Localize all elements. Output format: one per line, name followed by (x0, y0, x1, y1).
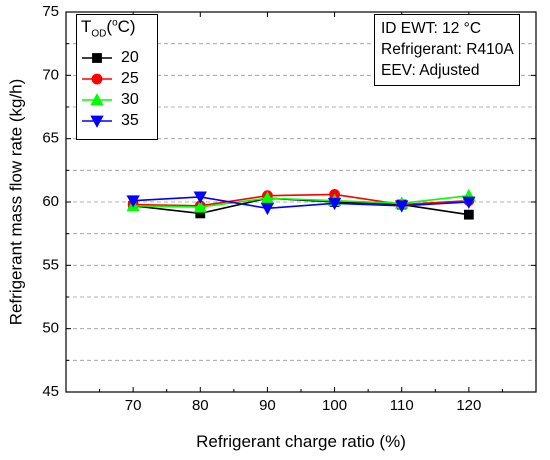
x-axis-label: Refrigerant charge ratio (%) (196, 432, 406, 451)
data-point (193, 200, 207, 213)
legend-marker (91, 73, 103, 85)
data-point (462, 196, 476, 209)
legend-entries: 20 25 30 35 (82, 49, 139, 129)
data-point (126, 195, 140, 208)
data-point (193, 191, 207, 204)
x-tick-label: 90 (259, 397, 276, 414)
series-35 (126, 191, 476, 216)
y-axis-label: Refrigerant mass flow rate (kg/h) (6, 79, 25, 326)
series-layer (126, 188, 476, 220)
legend-entry: 25 (82, 70, 139, 87)
y-tick-label: 45 (42, 383, 59, 400)
y-tick-label: 50 (42, 320, 59, 337)
x-tick-label: 70 (125, 397, 142, 414)
y-tick-label: 60 (42, 193, 59, 210)
x-tick-label: 120 (456, 397, 481, 414)
y-tick-label: 70 (42, 66, 59, 83)
y-tick-label: 75 (42, 3, 59, 20)
y-tick-label: 65 (42, 130, 59, 147)
data-point (395, 200, 409, 213)
legend-label: 20 (121, 49, 139, 66)
data-point (463, 209, 474, 220)
series-line (133, 193, 469, 207)
legend-marker (90, 115, 104, 128)
data-point (260, 202, 275, 216)
legend-label: 25 (121, 70, 139, 87)
x-tick-label: 110 (390, 397, 414, 414)
series-line (133, 196, 469, 210)
conditions-annotation: ID EWT: 12 °C Refrigerant: R410A EEV: Ad… (374, 14, 520, 86)
data-point (327, 197, 342, 211)
annotation-ewt: ID EWT: 12 °C (381, 20, 482, 37)
legend-marker (92, 53, 102, 63)
legend-label: 30 (121, 91, 139, 108)
annotation-eev: EEV: Adjusted (381, 62, 480, 79)
axis-ticks: 45 50 55 60 65 70 75 70 80 90 100 110 120 (42, 3, 536, 414)
legend-entry: 35 (82, 112, 139, 129)
legend-title: TOD(oC) (81, 17, 136, 40)
legend: TOD(oC) 20 25 30 35 (76, 14, 158, 140)
legend-entry: 30 (82, 91, 139, 108)
legend-marker (90, 93, 104, 106)
series-line (133, 194, 469, 208)
legend-label: 35 (121, 112, 139, 129)
legend-entry: 20 (82, 49, 139, 66)
y-tick-label: 55 (42, 256, 59, 273)
annotation-refrigerant: Refrigerant: R410A (381, 41, 514, 58)
x-tick-label: 100 (322, 397, 347, 414)
x-tick-label: 80 (192, 397, 209, 414)
y-axis-label-container: Refrigerant mass flow rate (kg/h) (6, 12, 28, 392)
